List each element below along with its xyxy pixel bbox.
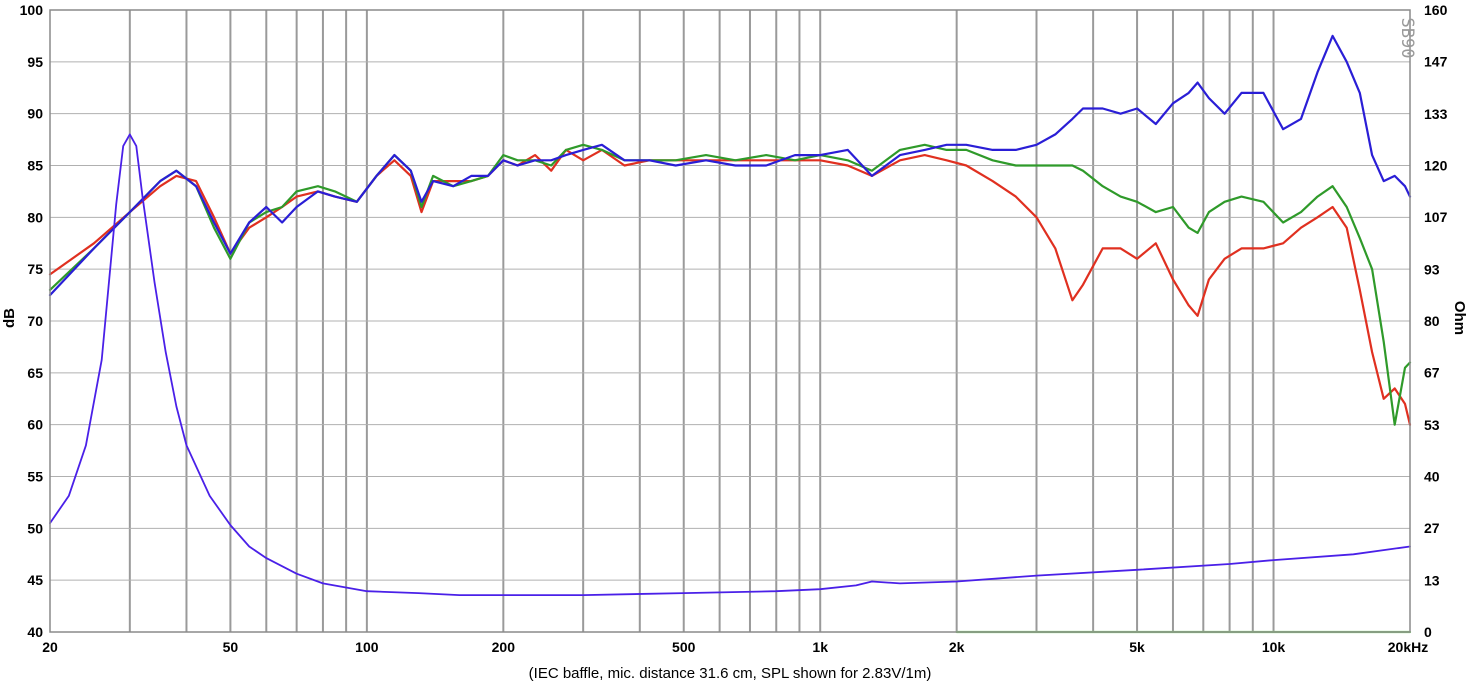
y-tick-label: 50: [27, 520, 43, 536]
series-line-2: [48, 143, 1412, 426]
y2-tick-labels: 0 13 27 40 53 67 80 93 107 120 133 147 160: [1424, 2, 1448, 640]
y2-tick-label: 80: [1424, 313, 1440, 329]
y-tick-label: 95: [27, 54, 43, 70]
x-tick-label: 20: [42, 639, 58, 655]
y2-tick-label: 93: [1424, 261, 1440, 277]
y-tick-label: 80: [27, 209, 43, 225]
x-tick-label: 500: [672, 639, 696, 655]
x-tick-label: 20kHz: [1388, 639, 1428, 655]
y2-tick-label: 147: [1424, 54, 1448, 70]
y-tick-label: 45: [27, 572, 43, 588]
x-tick-label: 5k: [1129, 639, 1145, 655]
series-line-3: [48, 34, 1412, 297]
grid: [50, 10, 1410, 632]
y-tick-label: 70: [27, 313, 43, 329]
y2-tick-label: 13: [1424, 572, 1440, 588]
y-tick-label: 85: [27, 158, 43, 174]
y2-tick-label: 107: [1424, 209, 1448, 225]
y-tick-label: 100: [20, 2, 44, 18]
x-tick-label: 100: [355, 639, 379, 655]
x-tick-labels: 20 50 100 200 500 1k 2k 5k 10k 20kHz: [42, 639, 1428, 655]
x-tick-label: 2k: [949, 639, 965, 655]
y2-tick-label: 67: [1424, 365, 1440, 381]
y-tick-labels: 40 45 50 55 60 65 70 75 80 85 90 95 100: [20, 2, 44, 640]
y-tick-label: 90: [27, 106, 43, 122]
y-tick-label: 75: [27, 261, 43, 277]
x-tick-label: 200: [492, 639, 516, 655]
y-tick-label: 60: [27, 417, 43, 433]
y2-tick-label: 53: [1424, 417, 1440, 433]
y2-tick-label: 40: [1424, 469, 1440, 485]
y2-tick-label: 133: [1424, 106, 1448, 122]
brand-mark: SB90: [1397, 18, 1417, 59]
x-tick-label: 50: [223, 639, 239, 655]
y2-tick-label: 27: [1424, 520, 1440, 536]
series-line-1: [48, 148, 1412, 426]
y-axis-label: dB: [1, 308, 18, 328]
x-tick-label: 1k: [812, 639, 828, 655]
y2-tick-label: 160: [1424, 2, 1448, 18]
x-tick-label: 10k: [1262, 639, 1286, 655]
x-axis-caption: (IEC baffle, mic. distance 31.6 cm, SPL …: [529, 665, 932, 682]
y-tick-label: 65: [27, 365, 43, 381]
y2-tick-label: 120: [1424, 158, 1448, 174]
y2-tick-label: 0: [1424, 624, 1432, 640]
y-tick-label: 40: [27, 624, 43, 640]
y2-axis-label: Ohm: [1451, 301, 1467, 335]
series-line-4: [49, 133, 1411, 596]
y-tick-label: 55: [27, 469, 43, 485]
plot-frame: [49, 9, 1411, 633]
series-layer: [48, 34, 1412, 634]
